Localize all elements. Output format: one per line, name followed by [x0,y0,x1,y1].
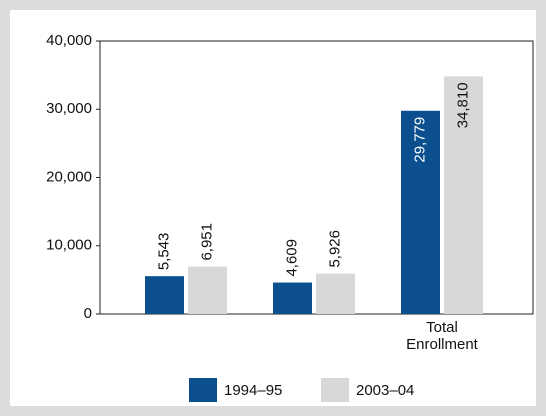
value-label: 29,779 [411,117,428,163]
legend-label: 1994–95 [224,382,282,399]
bar [273,282,312,314]
y-tick-label: 40,000 [46,32,92,49]
bar [145,276,184,314]
value-label: 5,926 [326,230,343,268]
y-tick-label: 0 [84,305,92,322]
bar [401,110,440,314]
bar [188,266,227,314]
x-tick-label: Total Enrollment [406,319,479,353]
value-label: 4,609 [283,239,300,277]
label-line: Total [426,319,458,336]
legend-swatch [189,378,217,402]
value-label: 5,543 [155,233,172,271]
legend-label: 2003–04 [356,382,414,399]
value-label: 6,951 [198,223,215,261]
value-label: 34,810 [454,82,471,128]
bar [316,273,355,314]
legend-swatch [321,378,349,402]
label-line: Enrollment [406,336,479,353]
y-tick-label: 20,000 [46,168,92,185]
bar [444,76,483,314]
y-tick-label: 10,000 [46,237,92,254]
y-tick-label: 30,000 [46,100,92,117]
